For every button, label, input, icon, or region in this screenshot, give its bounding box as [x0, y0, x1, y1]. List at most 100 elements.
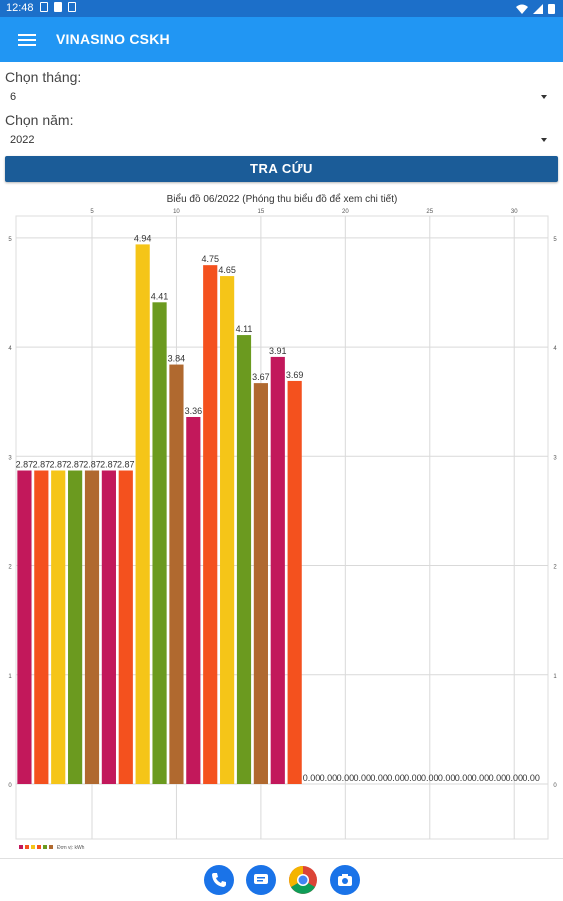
legend-swatch	[19, 845, 23, 849]
data-label: 0.00	[370, 773, 388, 783]
data-label: 4.65	[218, 265, 236, 275]
bar	[51, 470, 66, 784]
data-label: 0.00	[505, 773, 523, 783]
bar	[203, 265, 218, 785]
legend-swatch	[31, 845, 35, 849]
data-label: 0.00	[404, 773, 422, 783]
navigation-bar	[0, 858, 563, 901]
messages-icon[interactable]	[246, 865, 276, 895]
bar	[270, 356, 285, 784]
chart-title: Biểu đồ 06/2022 (Phóng thu biểu đồ để xe…	[167, 193, 398, 205]
data-label: 4.75	[201, 254, 219, 264]
data-label: 0.00	[353, 773, 371, 783]
legend-label: Đơn vị: kWh	[57, 845, 85, 851]
bar	[118, 470, 133, 784]
data-label: 2.87	[33, 460, 51, 470]
data-label: 2.87	[66, 460, 84, 470]
x-tick-label: 10	[173, 209, 180, 215]
bar	[135, 244, 150, 784]
phone-icon[interactable]	[204, 865, 234, 895]
data-label: 3.91	[269, 346, 287, 356]
y-tick-label-left: 2	[8, 565, 12, 571]
status-bar: 12:48	[0, 0, 563, 17]
y-tick-label-left: 5	[8, 237, 12, 243]
bar	[34, 470, 49, 784]
data-label: 4.41	[151, 291, 169, 301]
chrome-icon[interactable]	[288, 865, 318, 895]
y-tick-label-left: 1	[8, 674, 12, 680]
x-tick-label: 20	[342, 209, 349, 215]
data-label: 3.69	[286, 370, 304, 380]
bar	[68, 470, 83, 784]
bar	[101, 470, 116, 784]
bar	[220, 276, 235, 784]
data-label: 2.87	[100, 460, 118, 470]
y-tick-label-left: 3	[8, 455, 12, 461]
bar	[169, 364, 184, 784]
y-tick-label-right: 5	[553, 237, 557, 243]
legend-swatch	[37, 845, 41, 849]
x-tick-label: 25	[426, 209, 433, 215]
data-label: 0.00	[455, 773, 473, 783]
x-tick-label: 30	[511, 209, 518, 215]
notification-icon-2	[68, 2, 76, 12]
sd-card-icon	[54, 2, 62, 12]
status-time: 12:48	[6, 2, 34, 14]
dropdown-arrow-icon	[541, 138, 547, 142]
bar	[287, 380, 302, 784]
bar	[84, 470, 100, 784]
data-label: 3.84	[168, 354, 186, 364]
month-label: Chọn tháng:	[5, 69, 82, 85]
year-value: 2022	[10, 134, 35, 146]
data-label: 4.11	[236, 324, 253, 334]
data-label: 0.00	[303, 773, 321, 783]
data-label: 0.00	[472, 773, 490, 783]
app-bar: VINASINO CSKH	[0, 17, 563, 62]
data-label: 4.94	[134, 233, 152, 243]
camera-icon[interactable]	[330, 865, 360, 895]
bar	[253, 383, 268, 784]
consumption-chart[interactable]: Biểu đồ 06/2022 (Phóng thu biểu đồ để xe…	[0, 188, 563, 858]
search-button[interactable]: TRA CỨU	[5, 156, 558, 182]
y-tick-label-left: 4	[8, 346, 12, 352]
data-label: 3.67	[252, 372, 270, 382]
legend-swatch	[43, 845, 47, 849]
data-label: 0.00	[438, 773, 456, 783]
plot-frame	[15, 215, 549, 840]
data-label: 0.00	[489, 773, 507, 783]
bar	[17, 470, 32, 784]
data-label: 2.87	[83, 460, 101, 470]
data-label: 2.87	[117, 460, 135, 470]
y-tick-label-left: 0	[8, 783, 12, 789]
y-tick-label-right: 2	[553, 565, 557, 571]
wifi-icon	[516, 4, 528, 14]
year-label: Chọn năm:	[5, 112, 74, 128]
menu-icon[interactable]	[16, 31, 38, 49]
bar	[186, 416, 201, 784]
data-label: 0.00	[522, 773, 540, 783]
y-tick-label-right: 4	[553, 346, 557, 352]
signal-icon	[533, 3, 543, 14]
x-tick-label: 15	[258, 209, 265, 215]
data-label: 0.00	[320, 773, 338, 783]
x-tick-label: 5	[90, 209, 94, 215]
data-label: 2.87	[16, 460, 34, 470]
bar	[152, 302, 167, 784]
app-title: VINASINO CSKH	[56, 31, 170, 47]
legend-swatch	[49, 845, 53, 849]
dropdown-arrow-icon	[541, 95, 547, 99]
legend-swatch	[25, 845, 29, 849]
y-tick-label-right: 0	[553, 783, 557, 789]
data-label: 0.00	[421, 773, 439, 783]
data-label: 3.36	[185, 406, 203, 416]
y-tick-label-right: 1	[553, 674, 557, 680]
data-label: 0.00	[337, 773, 355, 783]
month-value: 6	[10, 91, 17, 103]
notification-icon	[40, 2, 48, 12]
data-label: 0.00	[387, 773, 405, 783]
y-tick-label-right: 3	[553, 455, 557, 461]
battery-icon	[548, 4, 555, 14]
bar	[236, 335, 252, 784]
month-select[interactable]: 6	[5, 87, 553, 109]
year-select[interactable]: 2022	[5, 130, 553, 152]
